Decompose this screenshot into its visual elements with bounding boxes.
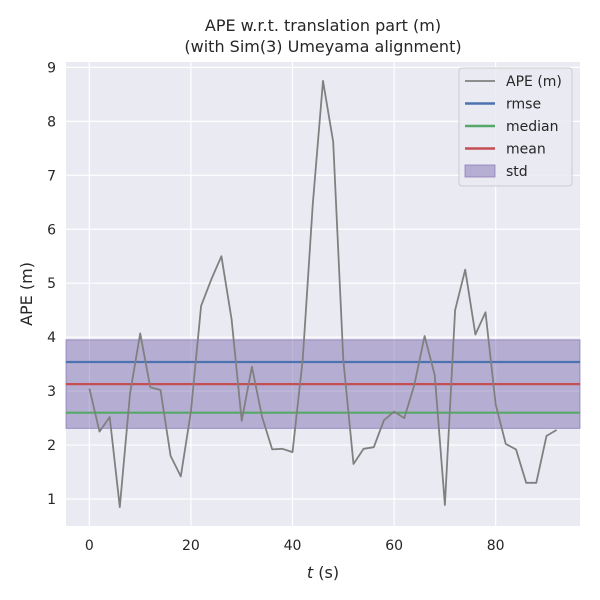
x-tick-label: 60	[385, 538, 403, 554]
legend-label: mean	[506, 142, 546, 158]
x-axis-label-var: t	[307, 563, 314, 582]
x-axis-label: t (s)	[307, 563, 339, 582]
y-tick-label: 7	[47, 168, 56, 184]
ape-series-line	[88, 80, 558, 509]
legend-box	[458, 67, 573, 187]
series-group	[88, 80, 558, 509]
y-tick-label: 3	[47, 384, 56, 400]
legend-swatch-std	[464, 164, 496, 178]
y-tick-label: 1	[47, 492, 56, 508]
x-tick-labels: 0 20 40 60 80	[85, 538, 505, 554]
y-tick-label: 9	[47, 60, 56, 76]
y-tick-labels: 1 2 3 4 5 6 7 8 9	[47, 60, 56, 508]
x-tick-label: 20	[182, 538, 200, 554]
chart-title-line1: APE w.r.t. translation part (m)	[205, 16, 441, 35]
legend-label: APE (m)	[506, 74, 562, 90]
x-tick-label: 80	[487, 538, 505, 554]
x-axis-label-unit: (s)	[313, 563, 339, 582]
legend-label: median	[506, 119, 558, 135]
y-tick-label: 8	[47, 114, 56, 130]
legend: APE (m) rmse median mean std	[458, 67, 573, 187]
y-axis-label: APE (m)	[17, 262, 36, 326]
legend-label: std	[506, 164, 528, 180]
y-tick-label: 6	[47, 222, 56, 238]
x-tick-label: 40	[284, 538, 302, 554]
y-tick-label: 4	[47, 330, 56, 346]
legend-label: rmse	[506, 97, 541, 113]
x-tick-label: 0	[85, 538, 94, 554]
y-tick-label: 5	[47, 276, 56, 292]
y-tick-label: 2	[47, 438, 56, 454]
chart-title-line2: (with Sim(3) Umeyama alignment)	[184, 37, 461, 56]
